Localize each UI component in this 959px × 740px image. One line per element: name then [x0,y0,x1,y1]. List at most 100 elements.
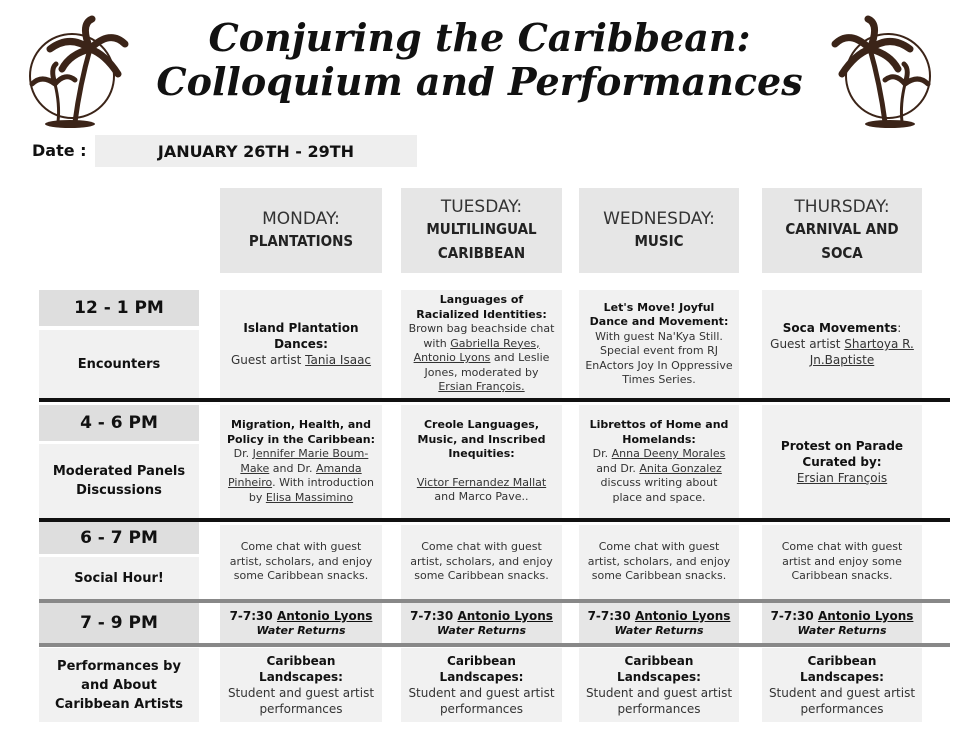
cell-monday-performance: 7-7:30 Antonio Lyons Water Returns [220,603,382,643]
link-antonio-lyons[interactable]: Antonio Lyons [634,608,731,623]
text: Guest artist [770,337,845,351]
link-anna-deeny-morales[interactable]: Anna Deeny Morales [611,447,726,460]
divider [39,599,950,603]
link-victor-fernandez-mallat[interactable]: Victor Fernandez Mallat [416,475,547,489]
cell-thursday-landscapes: Caribbean Landscapes: Student and guest a… [762,648,922,722]
event-title: Island Plantation Dances: [243,321,359,351]
cell-wednesday-landscapes: Caribbean Landscapes: Student and guest a… [579,648,739,722]
event-title: Water Returns [797,623,887,637]
event-title: Water Returns [436,623,527,637]
link-amanda-pinheiro[interactable]: Amanda Pinheiro [228,461,362,490]
day-theme: MULTILINGUAL [426,219,537,238]
date-value: JANUARY 26TH - 29TH [95,135,417,167]
link-tania-isaac[interactable]: Tania Isaac [305,353,372,367]
event-text: Student and guest artist performances [227,686,375,716]
text: Brown bag beachside chat with [408,322,555,350]
day-theme: CARIBBEAN [437,243,526,262]
date-label: Date : [32,141,87,160]
event-title: Caribbean Landscapes: [617,654,701,684]
event-title: Water Returns [256,623,346,637]
cell-monday-panels: Migration, Health, and Policy in the Car… [220,405,382,518]
cell-tuesday-social: Come chat with guest artist, scholars, a… [401,525,562,599]
cell-wednesday-panels: Librettos of Home and Homelands: Dr. Ann… [579,405,739,518]
page-title: Conjuring the Caribbean: Colloquium and … [0,16,959,104]
link-anita-gonzalez[interactable]: Anita Gonzalez [639,461,722,475]
event-title: Caribbean Landscapes: [259,654,343,684]
cell-monday-landscapes: Caribbean Landscapes: Student and guest a… [220,648,382,722]
row-label-panels: Moderated Panels Discussions [39,444,199,518]
link-shartoya-baptiste[interactable]: Shartoya R. Jn.Baptiste [809,337,914,367]
row-label-social-hour: Social Hour! [39,557,199,599]
event-title: Protest on Parade Curated by: [780,438,904,469]
link-ersian-francois[interactable]: Ersian François [796,470,888,485]
link-elisa-massimino[interactable]: Elisa Massimino [265,490,354,504]
text: Guest artist [230,353,306,367]
day-theme: MUSIC [634,231,684,250]
cell-thursday-encounters: Soca Movements: Guest artist Shartoya R.… [762,290,922,398]
text: . With introduction by [248,476,374,504]
header-wednesday: WEDNESDAY: MUSIC [579,188,739,273]
text: 7-7:30 [229,608,277,623]
text: and Leslie Jones, moderated by [424,351,550,379]
event-text: Student and guest artist performances [768,686,916,716]
event-title: Water Returns [614,623,704,637]
event-title: Migration, Health, and Policy in the Car… [226,418,376,446]
event-title: Soca Movements [782,321,898,335]
link-gabriella-reyes[interactable]: Gabriella Reyes, [450,336,540,350]
event-title: Caribbean Landscapes: [439,654,524,684]
event-title: Languages of Racialized Identities: [416,293,547,321]
cell-tuesday-landscapes: Caribbean Landscapes: Student and guest a… [401,648,562,722]
cell-tuesday-panels: Creole Languages, Music, and Inscribed I… [401,405,562,518]
title-line-1: Conjuring the Caribbean: [208,15,751,60]
day-theme: SOCA [821,243,863,262]
palm-tree-logo-right [831,15,931,128]
text: and Dr. [596,461,640,475]
divider [39,518,950,522]
day-name: WEDNESDAY: [603,208,715,229]
cell-tuesday-performance: 7-7:30 Antonio Lyons Water Returns [401,603,562,643]
day-theme: PLANTATIONS [248,231,354,250]
row-label-encounters: Encounters [39,330,199,398]
event-title: Caribbean Landscapes: [800,654,884,684]
event-text: Student and guest artist performances [408,686,555,716]
time-slot-7-9pm: 7 - 9 PM [39,603,199,643]
header-tuesday: TUESDAY: MULTILINGUAL CARIBBEAN [401,188,562,273]
time-slot-4-6pm: 4 - 6 PM [39,405,199,441]
event-title: Let's Move! Joyful Dance and Movement: [589,300,729,329]
event-text: Student and guest artist performances [585,686,733,716]
link-antonio-lyons[interactable]: Antonio Lyons [817,608,914,623]
header-thursday: THURSDAY: CARNIVAL AND SOCA [762,188,922,273]
day-name: MONDAY: [262,208,340,229]
time-slot-12-1pm: 12 - 1 PM [39,290,199,326]
cell-thursday-performance: 7-7:30 Antonio Lyons Water Returns [762,603,922,643]
link-jennifer-boum-make[interactable]: Jennifer Marie Boum-Make [240,447,369,475]
link-antonio-lyons[interactable]: Antonio Lyons [457,608,553,623]
text: 7-7:30 [587,608,635,623]
day-name: THURSDAY: [794,196,890,217]
day-name: TUESDAY: [440,196,523,217]
link-antonio-lyons[interactable]: Antonio Lyons [413,351,491,365]
text: discuss writing about place and space. [600,476,718,504]
text: 7-7:30 [410,608,458,623]
time-slot-6-7pm: 6 - 7 PM [39,522,199,554]
cell-wednesday-encounters: Let's Move! Joyful Dance and Movement: W… [579,290,739,398]
text: : [897,321,902,335]
cell-tuesday-encounters: Languages of Racialized Identities: Brow… [401,290,562,398]
link-ersian-francois[interactable]: Ersian François. [438,380,525,394]
event-title: Creole Languages, Music, and Inscribed I… [417,418,546,461]
divider [39,643,950,647]
cell-wednesday-performance: 7-7:30 Antonio Lyons Water Returns [579,603,739,643]
header-monday: MONDAY: PLANTATIONS [220,188,382,273]
text: 7-7:30 [770,608,818,623]
cell-thursday-panels: Protest on Parade Curated by: Ersian Fra… [762,405,922,518]
text: and Dr. [269,461,316,475]
row-label-performances: Performances by and About Caribbean Arti… [39,648,199,722]
text: Dr. [233,447,253,460]
text: Dr. [592,447,612,460]
day-theme: CARNIVAL AND [785,219,899,238]
text: and Marco Pave.. [434,490,529,504]
cell-monday-encounters: Island Plantation Dances: Guest artist T… [220,290,382,398]
cell-monday-social: Come chat with guest artist, scholars, a… [220,525,382,599]
link-antonio-lyons[interactable]: Antonio Lyons [276,608,373,623]
divider [39,398,950,402]
